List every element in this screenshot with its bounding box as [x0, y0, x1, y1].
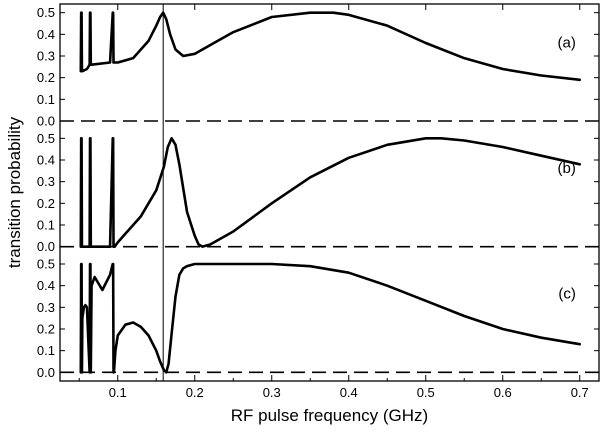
x-tick-label: 0.7 — [571, 385, 589, 400]
y-tick-label: 0.3 — [37, 300, 55, 315]
panel-label: (b) — [558, 160, 576, 177]
y-tick-label: 0.4 — [37, 278, 55, 293]
y-tick-label: 0.1 — [37, 92, 55, 107]
series-lines — [79, 11, 582, 374]
plot-border — [59, 3, 600, 382]
y-tick-label: 0.0 — [37, 239, 55, 254]
x-axis-title: RF pulse frequency (GHz) — [231, 406, 428, 425]
y-tick-label: 0.0 — [37, 114, 55, 129]
series-line-panel-2 — [79, 137, 582, 248]
y-tick-label: 0.3 — [37, 174, 55, 189]
x-tick-label: 0.5 — [417, 385, 435, 400]
y-tick-label: 0.1 — [37, 218, 55, 233]
y-tick-label: 0.2 — [37, 70, 55, 85]
panel-labels: (a) (b) (c) — [558, 34, 576, 302]
plot-frame — [59, 3, 600, 382]
panel-label: (a) — [558, 34, 576, 51]
y-axis-title: transition probability — [5, 116, 24, 268]
x-tick-label: 0.6 — [494, 385, 512, 400]
series-line-panel-1 — [79, 11, 582, 82]
tick-labels: 0.1 0.2 0.3 0.4 0.5 0.6 0.7 0.0 0.1 0.2 0.3 0.4 0.5 0… — [37, 5, 589, 400]
y-tick-label: 0.5 — [37, 131, 55, 146]
axis-ticks — [60, 4, 599, 381]
y-tick-label: 0.0 — [37, 365, 55, 380]
y-tick-label: 0.4 — [37, 27, 55, 42]
dashed-baselines — [60, 120, 599, 374]
y-tick-label: 0.4 — [37, 153, 55, 168]
series-line-panel-3 — [79, 262, 582, 374]
panel-label: (c) — [558, 286, 576, 303]
y-tick-label: 0.2 — [37, 322, 55, 337]
y-tick-label: 0.2 — [37, 196, 55, 211]
y-tick-label: 0.5 — [37, 5, 55, 20]
y-tick-label: 0.5 — [37, 257, 55, 272]
x-tick-label: 0.3 — [263, 385, 281, 400]
x-tick-label: 0.1 — [109, 385, 127, 400]
y-tick-label: 0.1 — [37, 343, 55, 358]
x-tick-label: 0.4 — [340, 385, 358, 400]
x-tick-label: 0.2 — [186, 385, 204, 400]
y-tick-label: 0.3 — [37, 49, 55, 64]
